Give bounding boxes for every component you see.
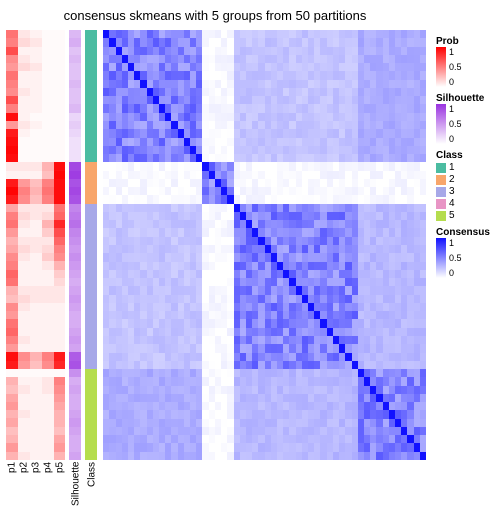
legends-panel: Prob10.50Silhouette10.50Class12345Consen…	[436, 30, 500, 278]
legend-title-prob: Prob	[436, 36, 500, 47]
collabel-Class: Class	[86, 462, 98, 502]
anncol-p2	[18, 30, 30, 460]
collabel-Silhouette: Silhouette	[70, 462, 82, 502]
chart-title: consensus skmeans with 5 groups from 50 …	[0, 8, 430, 23]
legend-class-3: 3	[436, 186, 500, 197]
legend-class-5: 5	[436, 210, 500, 221]
anncol-p5	[54, 30, 66, 460]
column-labels: p1p2p3p4p5 Silhouette Class	[6, 462, 104, 502]
consensus-heatmap	[103, 30, 426, 460]
anncol-p3	[30, 30, 42, 460]
anncol-p4	[42, 30, 54, 460]
collabel-p4: p4	[42, 462, 54, 502]
legend-class-4: 4	[436, 198, 500, 209]
legend-title-class: Class	[436, 150, 500, 161]
anncol-p1	[6, 30, 18, 460]
collabel-p1: p1	[6, 462, 18, 502]
collabel-p2: p2	[18, 462, 30, 502]
legend-gradient	[436, 104, 446, 144]
legend-gradient	[436, 47, 446, 87]
legend-title-consensus: Consensus	[436, 227, 500, 238]
collabel-p5: p5	[54, 462, 66, 502]
anncol-class	[85, 30, 97, 460]
anncol-sil	[69, 30, 81, 460]
collabel-p3: p3	[30, 462, 42, 502]
main-panel	[6, 30, 426, 460]
legend-gradient	[436, 238, 446, 278]
legend-class-1: 1	[436, 162, 500, 173]
legend-class-2: 2	[436, 174, 500, 185]
legend-title-silhouette: Silhouette	[436, 93, 500, 104]
